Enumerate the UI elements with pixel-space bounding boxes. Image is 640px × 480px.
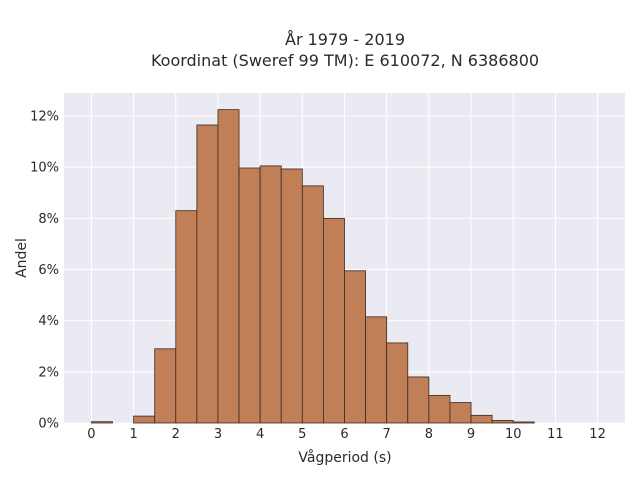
- y-tick-label: 8%: [38, 212, 59, 227]
- histogram-bar: [175, 210, 198, 424]
- x-tick-label: 1: [129, 427, 137, 442]
- histogram-bar: [428, 394, 451, 424]
- histogram-bars: [91, 109, 535, 424]
- histogram-bar: [217, 109, 240, 424]
- histogram-bar: [238, 167, 261, 424]
- x-tick-label: 8: [425, 427, 433, 442]
- x-tick-label: 11: [547, 427, 564, 442]
- x-tick-label: 12: [589, 427, 606, 442]
- y-axis-label: Andel: [14, 238, 30, 278]
- y-tick-labels: 0% 2% 4% 6% 8% 10% 12%: [30, 110, 59, 432]
- histogram-bar: [259, 165, 282, 424]
- x-tick-label: 7: [383, 427, 391, 442]
- histogram-bar: [365, 316, 388, 424]
- x-tick-label: 5: [298, 427, 306, 442]
- chart-title-line-1: År 1979 - 2019: [285, 30, 405, 49]
- x-tick-label: 9: [467, 427, 475, 442]
- x-tick-label: 0: [87, 427, 95, 442]
- histogram-bar: [407, 376, 430, 424]
- y-tick-label: 2%: [38, 365, 59, 380]
- x-tick-label: 10: [505, 427, 522, 442]
- histogram-bar: [154, 348, 177, 424]
- chart-title-line-2: Koordinat (Sweref 99 TM): E 610072, N 63…: [151, 51, 539, 70]
- histogram-bar: [386, 342, 409, 424]
- histogram-bar: [196, 124, 219, 424]
- histogram-bar: [280, 168, 303, 424]
- y-tick-label: 6%: [38, 263, 59, 278]
- histogram-bar: [133, 415, 156, 424]
- histogram-bar: [470, 414, 493, 424]
- histogram-bar: [91, 421, 113, 424]
- x-tick-label: 6: [340, 427, 348, 442]
- y-tick-label: 0%: [38, 417, 59, 432]
- histogram-bar: [512, 421, 535, 424]
- histogram-bar: [449, 402, 472, 424]
- x-tick-label: 2: [172, 427, 180, 442]
- y-tick-label: 12%: [30, 110, 59, 125]
- x-tick-label: 4: [256, 427, 264, 442]
- histogram-bar: [491, 420, 514, 424]
- y-tick-label: 4%: [38, 314, 59, 329]
- histogram-bar: [323, 217, 345, 424]
- histogram-bar: [301, 185, 324, 424]
- histogram-bar: [344, 270, 366, 424]
- x-tick-labels: 0 1 2 3 4 5 6 7 8 9 10 11 12: [87, 427, 606, 442]
- y-tick-label: 10%: [30, 161, 59, 176]
- x-axis-label: Vågperiod (s): [298, 449, 391, 466]
- x-tick-label: 3: [214, 427, 222, 442]
